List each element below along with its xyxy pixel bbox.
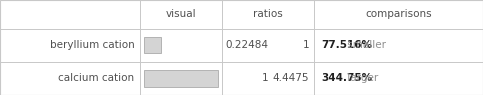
Text: 77.516%: 77.516% bbox=[321, 40, 372, 50]
Text: 0.22484: 0.22484 bbox=[225, 40, 268, 50]
Text: 1: 1 bbox=[302, 40, 309, 50]
Text: smaller: smaller bbox=[344, 40, 386, 50]
Text: ratios: ratios bbox=[253, 9, 283, 19]
Text: comparisons: comparisons bbox=[365, 9, 432, 19]
Text: 1: 1 bbox=[261, 73, 268, 83]
Bar bbox=[144, 37, 161, 53]
Text: visual: visual bbox=[166, 9, 197, 19]
Text: larger: larger bbox=[344, 73, 379, 83]
Text: beryllium cation: beryllium cation bbox=[50, 40, 134, 50]
Text: 344.75%: 344.75% bbox=[321, 73, 372, 83]
Text: calcium cation: calcium cation bbox=[58, 73, 134, 83]
Bar bbox=[144, 70, 218, 87]
Text: 4.4475: 4.4475 bbox=[272, 73, 309, 83]
